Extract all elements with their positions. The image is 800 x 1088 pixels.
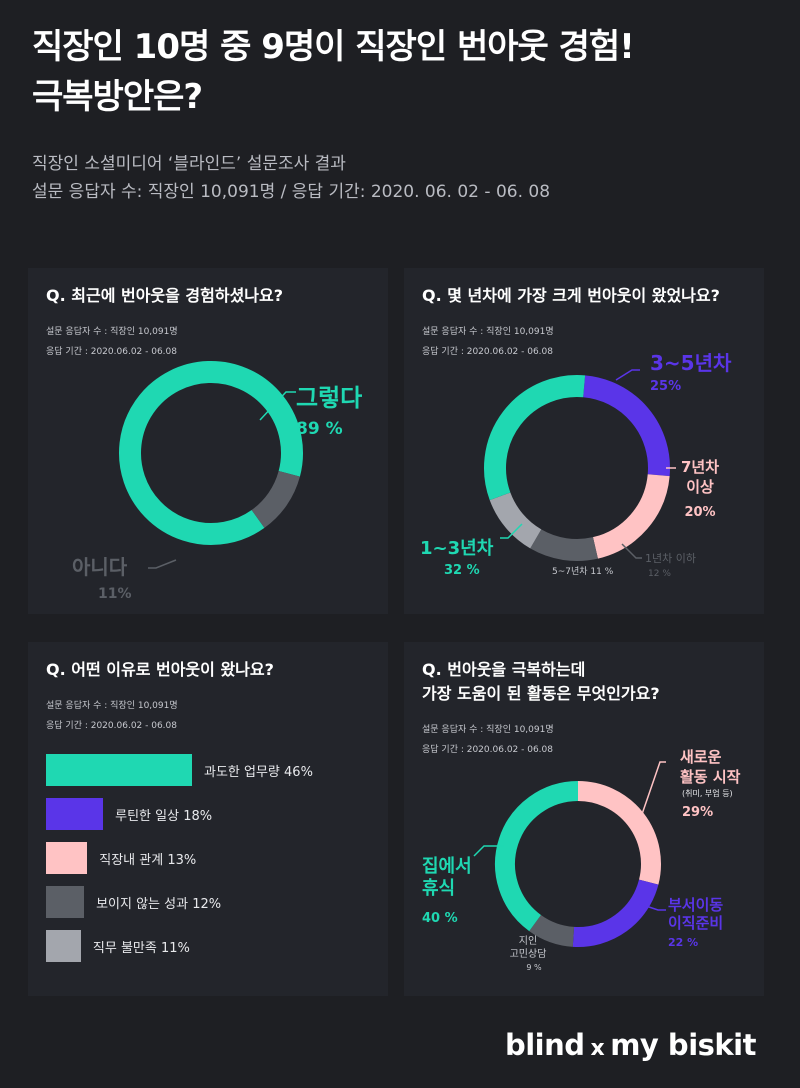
slice-label-talk: 지인 고민상담	[510, 935, 547, 960]
donut-slice-0	[119, 361, 303, 545]
slice-label-7plus: 7년차 이상	[681, 458, 719, 496]
leader-line	[259, 391, 296, 421]
bar-label: 직장내 관계 13%	[99, 852, 197, 868]
bar-row: 직장내 관계 13%	[46, 842, 196, 874]
donut-chart: 그렇다 89 % 아니다 11%	[72, 361, 362, 602]
donut-slice-1	[572, 879, 659, 947]
page-title-line1: 직장인 10명 중 9명이 직장인 번아웃 경험!	[32, 27, 635, 67]
donut-slice-3	[495, 781, 579, 932]
bar-label: 직무 불만족 11%	[92, 940, 190, 956]
bar-row: 직무 불만족 11%	[46, 930, 190, 962]
card-question: Q. 번아웃을 극복하는데 가장 도움이 된 활동은 무엇인가요?	[422, 660, 660, 703]
slice-value-1less: 12 %	[648, 569, 671, 579]
leader-line	[621, 543, 642, 559]
donut-chart: 새로운 활동 시작 (취미, 부업 등) 29% 부서이동 이직준비 22 % 지인 고민상담 9…	[422, 748, 741, 972]
bar	[46, 930, 81, 962]
bar-label: 루틴한 일상 18%	[115, 808, 213, 824]
donut-slice-1	[592, 473, 670, 559]
slice-value-move: 22 %	[668, 936, 698, 949]
brand-x: x	[590, 1036, 605, 1061]
bar	[46, 842, 88, 874]
brand-mybiskit: my biskit	[610, 1028, 756, 1062]
leader-line	[639, 761, 666, 821]
card-meta-respondents: 설문 응답자 수 : 직장인 10,091명	[46, 327, 178, 337]
slice-value-talk: 9 %	[526, 963, 542, 972]
brand-blind: blind	[504, 1028, 585, 1062]
slice-label-yes: 그렇다	[296, 384, 362, 412]
bar-row: 보이지 않는 성과 12%	[46, 886, 221, 918]
slice-label-no: 아니다	[72, 555, 128, 579]
card-meta-respondents: 설문 응답자 수 : 직장인 10,091명	[422, 327, 554, 337]
leader-line	[473, 845, 504, 857]
card-meta-period: 응답 기간 : 2020.06.02 - 06.08	[46, 347, 177, 357]
header: 직장인 10명 중 9명이 직장인 번아웃 경험! 극복방안은? 직장인 소셜미…	[32, 22, 772, 206]
donut-slice-4	[484, 375, 586, 501]
card-meta-respondents: 설문 응답자 수 : 직장인 10,091명	[46, 701, 178, 711]
donut-slice-1	[251, 470, 300, 528]
donut-slice-0	[582, 375, 670, 477]
slice-label-move: 부서이동 이직준비	[668, 896, 723, 932]
donut-chart: 3~5년차 25% 7년차 이상 20% 1년차 이하 12 % 5~7년차 11 % 1~3년…	[420, 351, 732, 579]
bar	[46, 754, 192, 786]
card-question: Q. 어떤 이유로 번아웃이 왔나요?	[46, 660, 274, 679]
slice-label-1less: 1년차 이하	[645, 551, 696, 565]
slice-label-5to7: 5~7년차 11 %	[552, 565, 614, 577]
slice-label-3to5: 3~5년차	[650, 351, 732, 375]
slice-value-7plus: 20%	[684, 505, 715, 520]
slice-value-no: 11%	[98, 586, 132, 602]
slice-label-rest: 집에서 휴식	[422, 856, 472, 899]
slice-sublabel-new-activity: (취미, 부업 등)	[682, 789, 733, 798]
slice-value-1to3: 32 %	[444, 563, 480, 578]
bar	[46, 886, 85, 918]
subtitle-line2: 설문 응답자 수: 직장인 10,091명 / 응답 기간: 2020. 06.…	[32, 182, 551, 202]
burnout-experience-card: Q. 최근에 번아웃을 경험하셨나요? 설문 응답자 수 : 직장인 10,09…	[28, 268, 388, 614]
subtitle-line1: 직장인 소셜미디어 ‘블라인드’ 설문조사 결과	[32, 154, 346, 174]
bar-row: 과도한 업무량 46%	[46, 754, 313, 786]
bar	[46, 798, 104, 830]
slice-label-1to3: 1~3년차	[420, 538, 494, 559]
card-meta-respondents: 설문 응답자 수 : 직장인 10,091명	[422, 725, 554, 735]
slice-value-rest: 40 %	[422, 911, 458, 926]
subtitle: 직장인 소셜미디어 ‘블라인드’ 설문조사 결과 설문 응답자 수: 직장인 1…	[32, 150, 772, 206]
card-meta-period: 응답 기간 : 2020.06.02 - 06.08	[422, 745, 553, 755]
bar-row: 루틴한 일상 18%	[46, 798, 212, 830]
leader-line	[615, 369, 640, 381]
page-title-line2: 극복방안은?	[32, 77, 203, 117]
burnout-overcome-card: Q. 번아웃을 극복하는데 가장 도움이 된 활동은 무엇인가요? 설문 응답자…	[404, 642, 764, 996]
leader-line	[639, 903, 666, 911]
brand-logo: blind x my biskit	[504, 1028, 757, 1062]
card-question: Q. 최근에 번아웃을 경험하셨나요?	[46, 286, 284, 305]
leader-line	[148, 559, 177, 569]
donut-slice-2	[530, 529, 598, 561]
donut-slice-0	[577, 781, 661, 885]
card-meta-period: 응답 기간 : 2020.06.02 - 06.08	[422, 347, 553, 357]
card-meta-period: 응답 기간 : 2020.06.02 - 06.08	[46, 721, 177, 731]
slice-value-yes: 89 %	[296, 419, 343, 439]
slice-label-new-activity: 새로운 활동 시작	[680, 748, 741, 786]
bar-label: 보이지 않는 성과 12%	[96, 896, 222, 912]
donut-slice-2	[529, 914, 575, 947]
burnout-year-card: Q. 몇 년차에 가장 크게 번아웃이 왔었나요? 설문 응답자 수 : 직장인…	[404, 268, 764, 614]
slice-value-3to5: 25%	[650, 379, 681, 394]
slice-value-new-activity: 29%	[682, 805, 713, 820]
bar-label: 과도한 업무량 46%	[204, 764, 313, 780]
burnout-reason-card: Q. 어떤 이유로 번아웃이 왔나요? 설문 응답자 수 : 직장인 10,09…	[28, 642, 388, 996]
card-question: Q. 몇 년차에 가장 크게 번아웃이 왔었나요?	[422, 286, 720, 305]
leader-line	[500, 523, 523, 539]
donut-slice-3	[489, 492, 542, 549]
